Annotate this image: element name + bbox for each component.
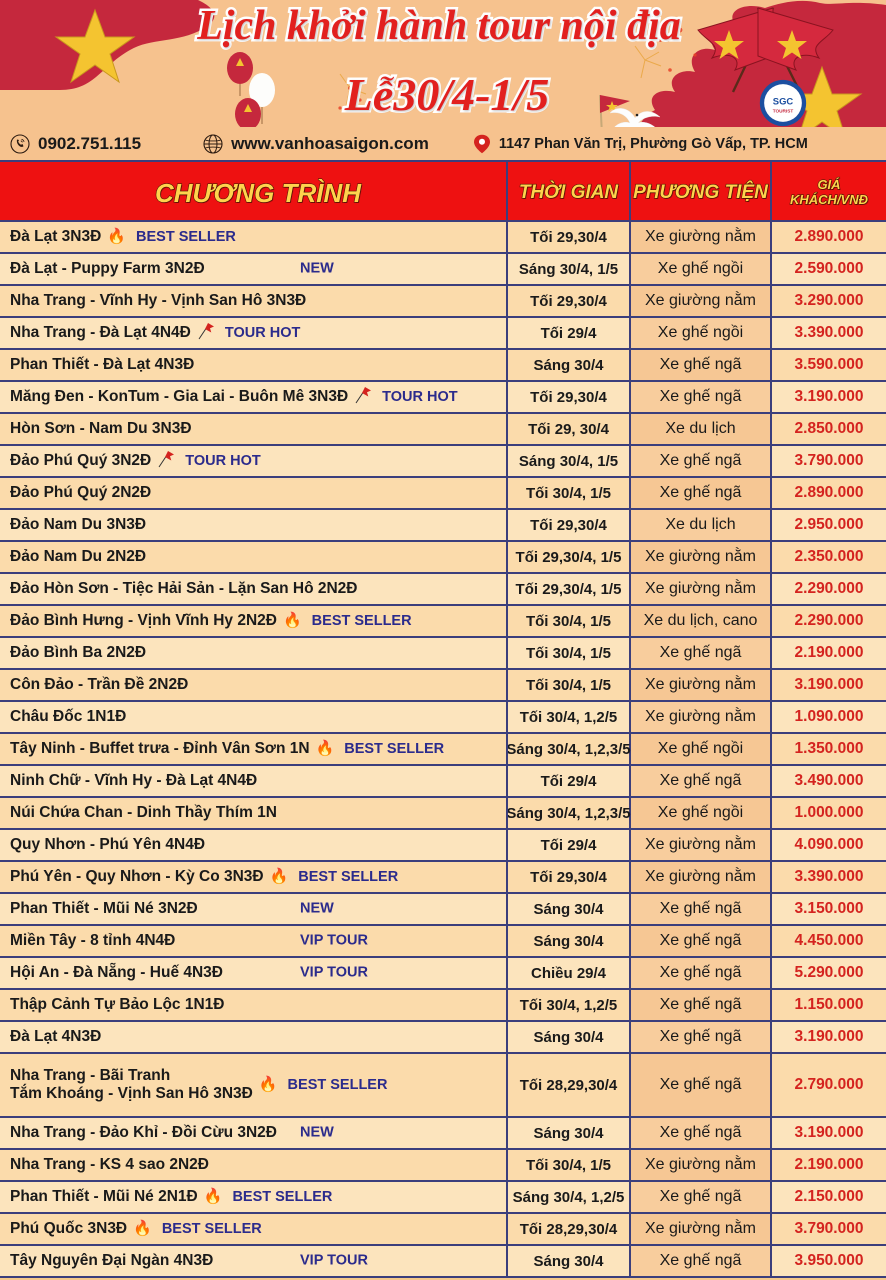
svg-text:TOURIST: TOURIST <box>773 108 794 113</box>
svg-text:SGC: SGC <box>773 96 794 107</box>
